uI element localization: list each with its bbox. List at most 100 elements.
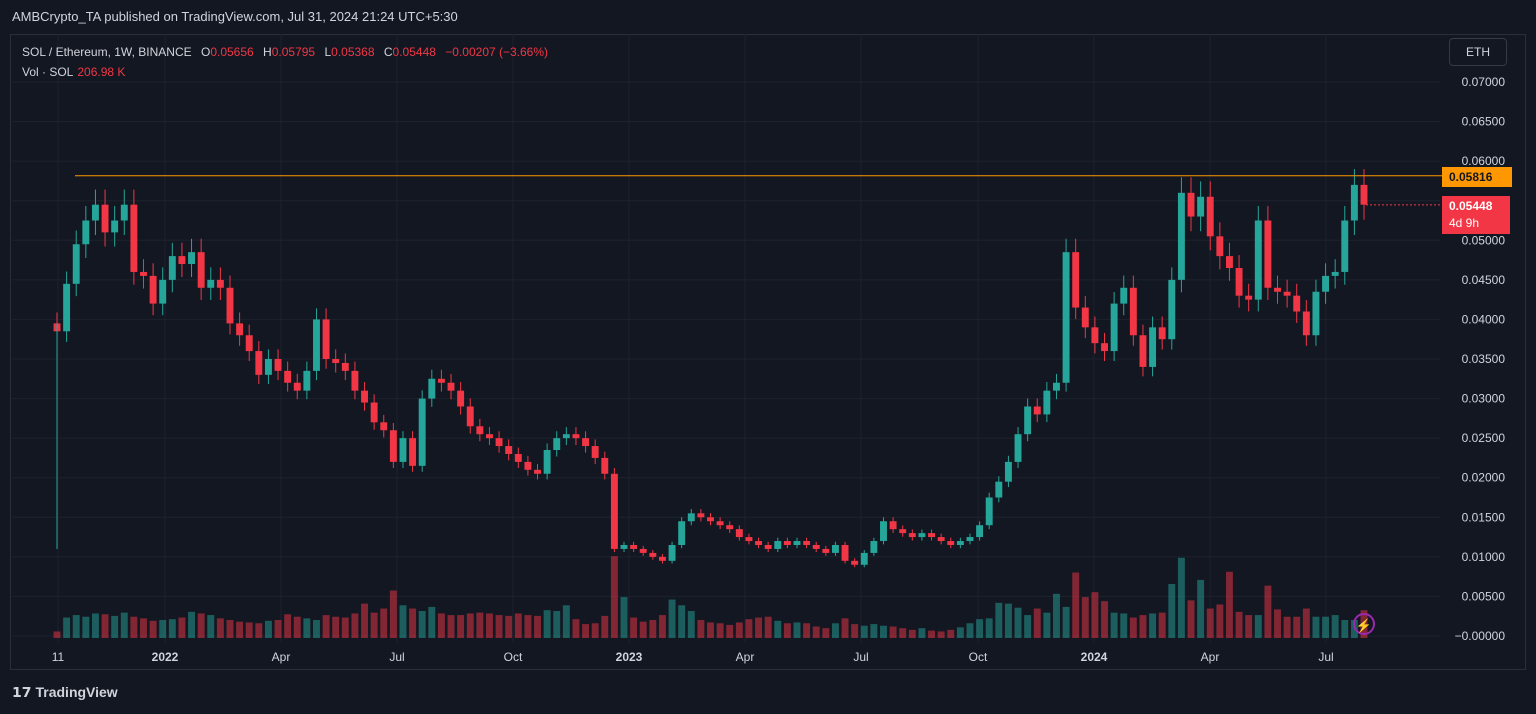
volume-bar: [1062, 606, 1070, 638]
volume-bar: [1004, 603, 1012, 638]
candle-body: [995, 481, 1003, 498]
x-tick-label: Jul: [1318, 650, 1333, 664]
candle-body: [610, 473, 618, 549]
volume-bar: [1225, 571, 1233, 638]
candle-body: [159, 279, 167, 304]
volume-bar: [562, 605, 570, 638]
candle-body: [91, 204, 99, 221]
tv-logo-icon: 𝟭𝟳: [12, 684, 32, 700]
volume-bar: [1206, 608, 1214, 638]
candle-body: [207, 279, 215, 288]
volume-bar: [178, 617, 186, 638]
candle-body: [1062, 252, 1070, 383]
candle-body: [1177, 192, 1185, 280]
volume-bar: [389, 590, 397, 638]
low-value: 0.05368: [331, 45, 375, 59]
currency-button[interactable]: ETH: [1449, 38, 1507, 66]
volume-bar: [303, 618, 311, 638]
candle-body: [149, 275, 157, 304]
volume-bar: [313, 620, 320, 638]
volume-bar: [534, 615, 541, 638]
volume-bar: [1081, 597, 1089, 638]
chart-frame[interactable]: [10, 34, 1526, 670]
volume-bar: [428, 606, 436, 638]
candle-body: [1158, 327, 1166, 340]
candle-body: [255, 351, 263, 375]
volume-bar: [447, 615, 455, 638]
candle-body: [1225, 256, 1233, 268]
volume-bar: [1101, 601, 1108, 638]
candle-body: [985, 497, 993, 526]
candle-body: [1264, 220, 1272, 288]
volume-bar: [1322, 616, 1330, 638]
volume-bar: [120, 612, 128, 638]
candle-body: [582, 438, 590, 447]
volume-bar: [572, 619, 580, 638]
publisher-bar: AMBCrypto_TA published on TradingView.co…: [0, 0, 1536, 34]
brand-label: TradingView: [35, 684, 118, 700]
ohlc-row: SOL / Ethereum, 1W, BINANCE O0.05656 H0.…: [22, 42, 548, 62]
candle-body: [1033, 406, 1041, 415]
volume-label[interactable]: Vol · SOL: [22, 65, 74, 79]
x-tick-label: Apr: [272, 650, 291, 664]
candle-body: [697, 513, 705, 518]
volume-bar: [168, 619, 176, 638]
candle-body: [774, 541, 782, 549]
volume-bar: [1254, 615, 1262, 638]
volume-bar: [543, 610, 551, 638]
candle-body: [245, 335, 253, 352]
y-tick-label: 0.01000: [1462, 550, 1506, 564]
volume-bar: [1302, 608, 1310, 638]
volume-bar: [601, 615, 609, 638]
y-tick-label: 0.02000: [1462, 471, 1506, 485]
lightning-icon[interactable]: ⚡: [1353, 613, 1375, 635]
tradingview-logo[interactable]: 𝟭𝟳 TradingView: [12, 684, 118, 701]
volume-bar: [908, 629, 916, 638]
candle-body: [1072, 252, 1080, 308]
symbol-label[interactable]: SOL / Ethereum, 1W, BINANCE: [22, 45, 192, 59]
close-value: 0.05448: [392, 45, 436, 59]
volume-bar: [53, 631, 61, 638]
x-tick-label: Apr: [1201, 650, 1220, 664]
volume-bar: [870, 624, 878, 638]
volume-bar: [216, 618, 224, 638]
candle-body: [1139, 335, 1147, 367]
volume-bar: [831, 623, 839, 638]
volume-bar: [140, 618, 147, 638]
volume-bar: [610, 556, 618, 638]
x-tick-label: 2023: [616, 650, 643, 664]
candle-body: [341, 362, 349, 371]
candle-body: [793, 541, 801, 545]
last-price-value: 0.05448: [1449, 199, 1493, 213]
candle-body: [678, 521, 686, 545]
volume-bar: [505, 615, 513, 638]
volume-bar: [630, 617, 638, 638]
volume-bar: [72, 615, 80, 638]
volume-bar: [1158, 612, 1166, 638]
x-tick-label: Jul: [389, 650, 404, 664]
candle-body: [572, 434, 580, 439]
volume-bar: [716, 623, 724, 638]
candle-body: [534, 469, 541, 474]
y-tick-label: 0.04000: [1462, 312, 1506, 326]
candle-body: [764, 544, 772, 549]
candle-body: [947, 541, 955, 545]
candle-body: [803, 541, 811, 545]
volume-bar: [1033, 608, 1041, 638]
candle-body: [1341, 220, 1349, 272]
x-tick-label: Apr: [736, 650, 755, 664]
candle-body: [860, 552, 868, 565]
candle-body: [562, 434, 570, 439]
candle-body: [543, 450, 551, 474]
candle-body: [726, 525, 734, 530]
candle-body: [976, 525, 984, 538]
volume-bar: [1187, 600, 1195, 638]
volume-bar: [1024, 615, 1032, 638]
volume-bar: [928, 630, 935, 638]
candle-body: [1331, 271, 1339, 276]
volume-bar: [1341, 620, 1349, 638]
candle-body: [63, 283, 71, 332]
change-value: −0.00207 (−3.66%): [445, 45, 549, 59]
y-tick-label: 0.07000: [1462, 75, 1506, 89]
